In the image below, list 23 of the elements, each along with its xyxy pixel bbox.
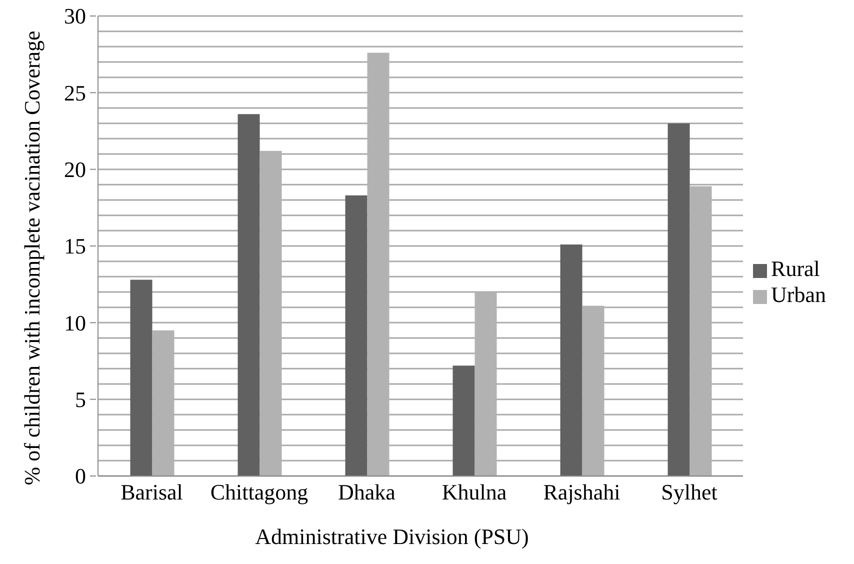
x-axis-title: Administrative Division (PSU) <box>254 524 530 550</box>
bar <box>560 244 582 476</box>
x-tick-label: Barisal <box>120 480 183 505</box>
bar <box>238 114 260 476</box>
legend-label: Urban <box>771 282 826 307</box>
bar <box>130 280 152 476</box>
y-tick-label: 25 <box>64 80 86 106</box>
y-axis-title: % of children with incomplete vacination Coverage <box>19 30 44 486</box>
x-tick-label: Sylhet <box>661 480 718 505</box>
y-tick-label: 20 <box>64 157 86 182</box>
y-tick-label: 10 <box>64 310 86 336</box>
y-tick-label: 5 <box>75 387 86 412</box>
x-tick-label: Dhaka <box>338 480 396 505</box>
x-tick-label: Khulna <box>442 480 507 505</box>
bar <box>345 195 368 476</box>
y-tick-label: 0 <box>75 464 86 489</box>
x-tick-label: Rajshahi <box>543 480 620 505</box>
y-tick-label: 30 <box>64 4 86 29</box>
bar <box>668 123 690 476</box>
x-tick-label: Chittagong <box>210 480 308 505</box>
y-tick-label: 15 <box>64 234 86 259</box>
bar <box>452 366 475 476</box>
legend-label: Rural <box>771 256 820 281</box>
